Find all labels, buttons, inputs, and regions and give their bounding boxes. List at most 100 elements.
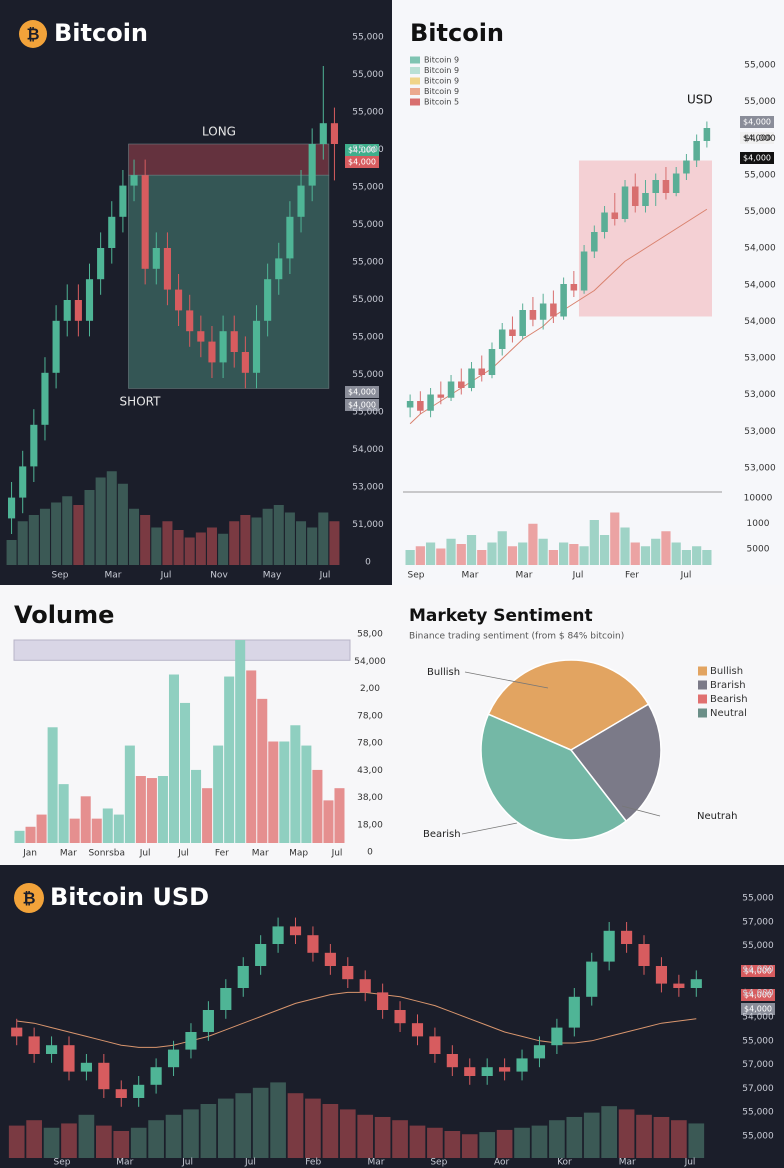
panel-title: Volume: [14, 601, 114, 629]
y-axis-label: 78,00: [357, 711, 383, 721]
x-axis-label: Mar: [462, 571, 479, 581]
bar: [102, 808, 113, 843]
candle-body: [603, 930, 615, 962]
candle-body: [52, 320, 60, 373]
volume-bar: [148, 1120, 164, 1158]
volume-bar: [357, 1114, 374, 1158]
candle-body: [551, 1027, 563, 1046]
volume-bar: [702, 550, 712, 565]
candle-body: [45, 1045, 58, 1054]
volume-bar: [173, 530, 184, 565]
highlight-band: [13, 639, 351, 661]
volume-bar: [200, 1104, 217, 1158]
bar: [69, 818, 80, 843]
bar: [36, 814, 47, 843]
candle-body: [488, 349, 496, 375]
y-axis-label: 18,00: [357, 820, 383, 830]
bar: [257, 698, 268, 843]
y-axis-label: 55,000: [744, 170, 776, 180]
y-axis-label: 55,000: [742, 1036, 774, 1046]
volume-bar: [559, 542, 569, 565]
panel-subtitle: Binance trading sentiment (from $ 84% bi…: [409, 632, 624, 642]
icon-glyph: ₿: [22, 889, 35, 908]
candle-body: [478, 368, 486, 375]
candle-body: [481, 1067, 493, 1076]
candle-body: [683, 160, 690, 174]
candle-body: [133, 1084, 145, 1098]
price-tag-bg: [741, 989, 775, 1001]
volume-bar: [78, 1114, 95, 1158]
x-axis-label: Mar: [60, 849, 77, 859]
candle-body: [621, 930, 633, 944]
candle-body: [591, 232, 598, 252]
candle-body: [272, 926, 284, 944]
candle-body: [28, 1036, 40, 1054]
candle-body: [202, 1010, 214, 1032]
volume-bar: [579, 546, 589, 565]
bar: [323, 800, 334, 843]
price-tag: $4,000: [743, 154, 771, 163]
volume-bar: [106, 471, 117, 565]
y-axis-label: 54,000: [744, 317, 776, 327]
candle-body: [275, 258, 283, 280]
legend-swatch: [410, 98, 420, 106]
candle-body: [230, 331, 238, 352]
zone: [128, 143, 330, 176]
price-tag: $4,000: [744, 1005, 772, 1014]
volume-bar: [117, 483, 128, 565]
y-axis-label: 57,000: [742, 917, 774, 927]
candle-body: [152, 248, 160, 269]
volume-bar: [599, 535, 610, 565]
moving-average: [16, 991, 697, 1048]
candle-body: [74, 300, 82, 321]
y-axis-label: 55,000: [352, 183, 384, 193]
bar: [135, 776, 146, 843]
candle-body: [550, 303, 557, 317]
bar: [91, 818, 102, 843]
candle-body: [690, 979, 702, 988]
candle-body: [185, 1032, 197, 1050]
volume-bar: [162, 521, 173, 565]
candle-body: [580, 251, 588, 291]
volume-bar: [692, 546, 702, 565]
y-axis-label: 43,00: [357, 766, 383, 776]
candle-body: [308, 144, 316, 186]
leader-line: [461, 822, 518, 835]
candle-body: [289, 926, 302, 936]
bar: [80, 796, 91, 843]
volume-bar: [151, 527, 162, 565]
bar: [290, 725, 301, 843]
y-axis-label: 55,000: [742, 941, 774, 951]
volume-bar: [466, 535, 477, 565]
volume-bar: [497, 531, 507, 565]
volume-bar: [653, 1116, 670, 1158]
y-axis-label: 54,000: [352, 445, 384, 455]
volume-bar: [620, 527, 630, 565]
volume-bar: [287, 1093, 304, 1158]
candle-body: [150, 1067, 162, 1085]
y-axis-label: 53,000: [744, 464, 776, 474]
bar: [224, 676, 235, 843]
volume-bar: [305, 1098, 321, 1158]
volume-bar: [235, 1093, 252, 1158]
candle-body: [141, 175, 149, 269]
volume-bar: [569, 544, 579, 565]
volume-bar: [479, 1132, 496, 1158]
price-tag: $4,000: [743, 134, 771, 143]
candle-body: [621, 186, 629, 219]
volume-bar: [671, 542, 681, 565]
candle-body: [342, 966, 354, 980]
volume-bar: [51, 502, 62, 565]
pie-slice: [569, 703, 662, 823]
volume-bar: [95, 477, 106, 565]
zone-label: SHORT: [120, 395, 162, 409]
panel-title: Bitcoin: [54, 19, 148, 47]
candle-body: [252, 320, 261, 373]
x-axis-label: Sep: [408, 571, 425, 581]
volume-bar: [518, 542, 528, 565]
bar: [246, 670, 257, 843]
candle-body: [80, 1062, 92, 1072]
volume-bar: [415, 546, 425, 565]
panel-bg: [0, 865, 784, 1168]
